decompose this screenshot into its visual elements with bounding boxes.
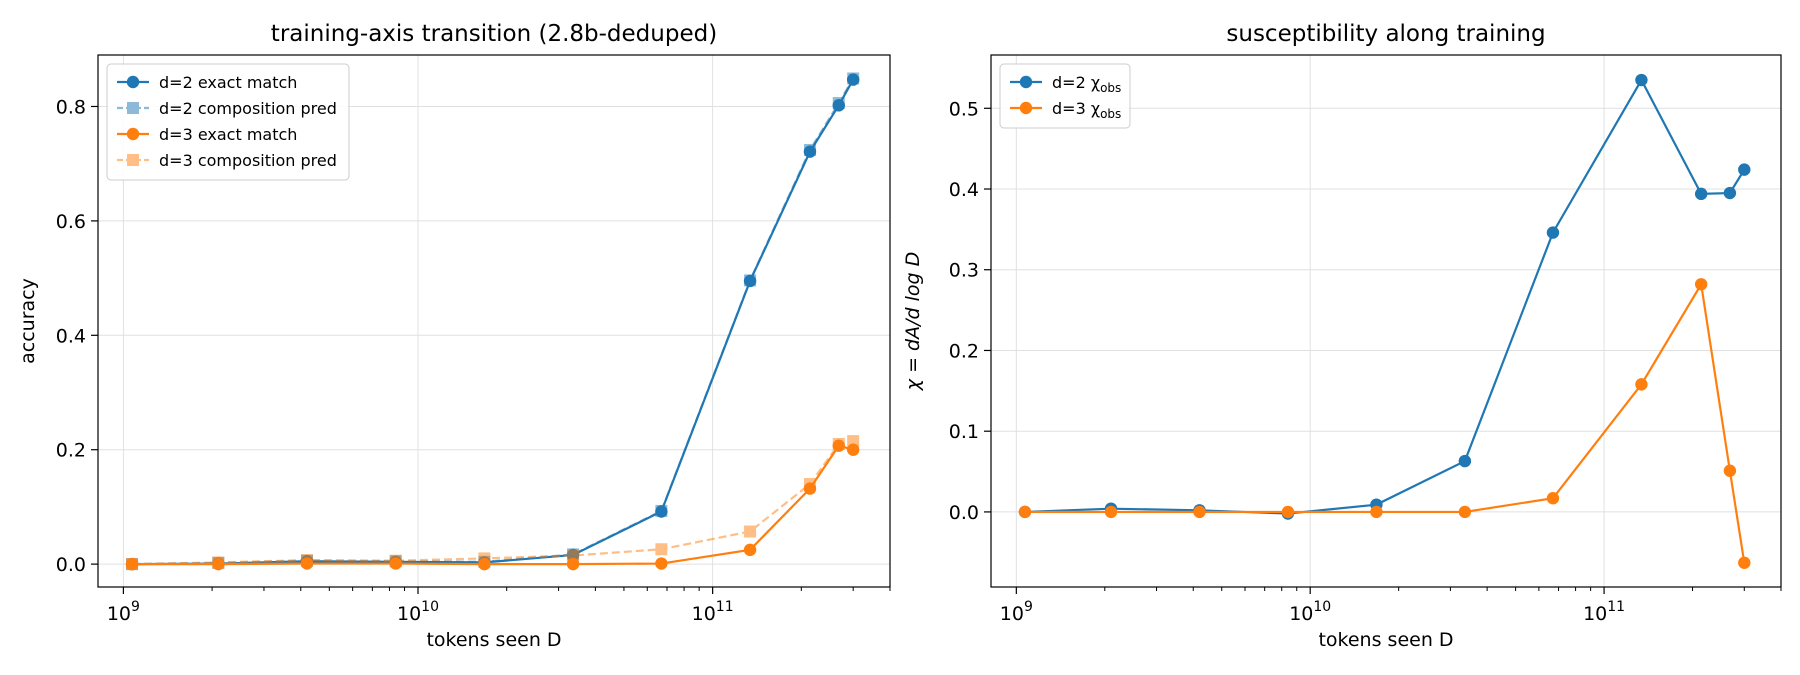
data-point <box>1104 505 1118 519</box>
data-point <box>655 504 668 517</box>
legend-entry-3 <box>117 127 149 141</box>
data-point <box>655 557 668 570</box>
x-tick-label: 1011 <box>692 599 734 625</box>
data-point <box>1738 556 1751 569</box>
panel-2: 109 1010 1011 0.0 0.1 0.2 0.3 0.4 0.5 susceptibil… <box>902 21 1782 651</box>
data-point <box>1193 505 1206 519</box>
axes-frame <box>97 54 891 588</box>
data-point <box>847 72 860 85</box>
data-point <box>1723 464 1737 477</box>
data-point <box>1635 378 1648 391</box>
data-point <box>478 552 491 565</box>
series-2 <box>1018 278 1751 569</box>
legend-marker <box>1019 101 1033 115</box>
series-1 <box>1018 73 1751 520</box>
data-point <box>744 274 757 287</box>
data-point <box>832 437 845 450</box>
x-tick-label: 1010 <box>1289 599 1331 625</box>
legend-marker <box>126 75 140 89</box>
data-point <box>1635 73 1648 87</box>
y-tick-label: 0.1 <box>949 421 979 443</box>
data-point <box>832 97 845 110</box>
data-point <box>743 543 757 557</box>
x-tick-label: 1011 <box>1583 599 1625 625</box>
chart-title: training-axis transition (2.8b-deduped) <box>271 21 717 47</box>
data-point <box>1458 505 1472 519</box>
series-line <box>1024 77 1746 515</box>
data-point <box>301 554 314 567</box>
x-tick-label: 109 <box>107 599 140 625</box>
y-tick-label: 0.6 <box>56 211 86 233</box>
legend-label: d=2 composition pred <box>159 99 337 118</box>
data-point <box>1458 454 1472 468</box>
y-tick-label: 0.2 <box>949 340 979 362</box>
data-point <box>1018 505 1032 519</box>
y-tick-label: 0.5 <box>949 98 979 120</box>
legend-marker <box>1019 75 1033 89</box>
grid <box>991 55 1781 587</box>
chart-title: susceptibility along training <box>1226 21 1545 47</box>
legend-label: d=3 χobs <box>1052 99 1121 121</box>
legend-label: d=2 exact match <box>159 73 297 92</box>
series-line <box>1024 281 1746 563</box>
y-axis-label: accuracy <box>17 278 39 364</box>
plot-area <box>1018 73 1751 569</box>
y-tick-label: 0.2 <box>56 440 86 462</box>
legend-label: d=3 exact match <box>159 125 297 144</box>
legend-label: d=2 χobs <box>1052 73 1121 95</box>
data-point <box>1723 186 1737 200</box>
y-axis-label: χ = dA/d log D <box>902 252 924 391</box>
y-tick-label: 0.4 <box>949 179 979 201</box>
data-point <box>655 543 668 556</box>
data-point <box>1281 505 1295 519</box>
data-point <box>744 525 757 538</box>
series-4 <box>126 435 860 571</box>
legend-entry-1 <box>1010 75 1042 89</box>
y-tick-label: 0.0 <box>949 502 979 524</box>
y-tick-label: 0.4 <box>56 325 86 347</box>
data-point <box>389 554 402 567</box>
legend-entry-1 <box>117 75 149 89</box>
axes-frame <box>990 54 1782 588</box>
legend-box <box>999 63 1131 129</box>
legend-marker <box>127 154 139 166</box>
data-point <box>567 549 580 562</box>
legend: d=2 exact match d=2 composition pred d=3 e… <box>106 63 350 181</box>
y-tick-label: 0.8 <box>56 96 86 118</box>
data-point <box>212 556 225 569</box>
data-point <box>1370 505 1383 519</box>
plot-area <box>125 72 860 571</box>
data-point <box>1546 491 1560 505</box>
legend-entry-2 <box>117 102 149 114</box>
data-point <box>803 478 816 491</box>
legend-marker <box>126 127 140 141</box>
x-axis-label: tokens seen D <box>1318 629 1453 651</box>
legend-marker <box>127 102 139 114</box>
panel-1: 109 1010 1011 0.0 0.2 0.4 0.6 0.8 training-axis … <box>17 21 891 651</box>
data-point <box>1738 163 1751 176</box>
data-point <box>1694 187 1708 201</box>
legend-label: d=3 composition pred <box>159 151 337 170</box>
y-tick-label: 0.0 <box>56 554 86 576</box>
data-point <box>803 143 816 156</box>
x-tick-label: 109 <box>1000 599 1033 625</box>
data-point <box>126 558 139 571</box>
data-point <box>1546 226 1560 239</box>
series-line <box>132 440 854 566</box>
x-axis-label: tokens seen D <box>426 629 561 651</box>
data-point <box>847 435 860 448</box>
x-tick-label: 1010 <box>397 599 439 625</box>
y-tick-label: 0.3 <box>949 260 979 282</box>
legend: d=2 χobs d=3 χobs <box>999 63 1131 129</box>
series-3 <box>125 439 860 571</box>
legend-entry-2 <box>1010 101 1042 115</box>
data-point <box>1694 278 1708 291</box>
legend-box <box>106 63 350 181</box>
legend-entry-4 <box>117 154 149 166</box>
